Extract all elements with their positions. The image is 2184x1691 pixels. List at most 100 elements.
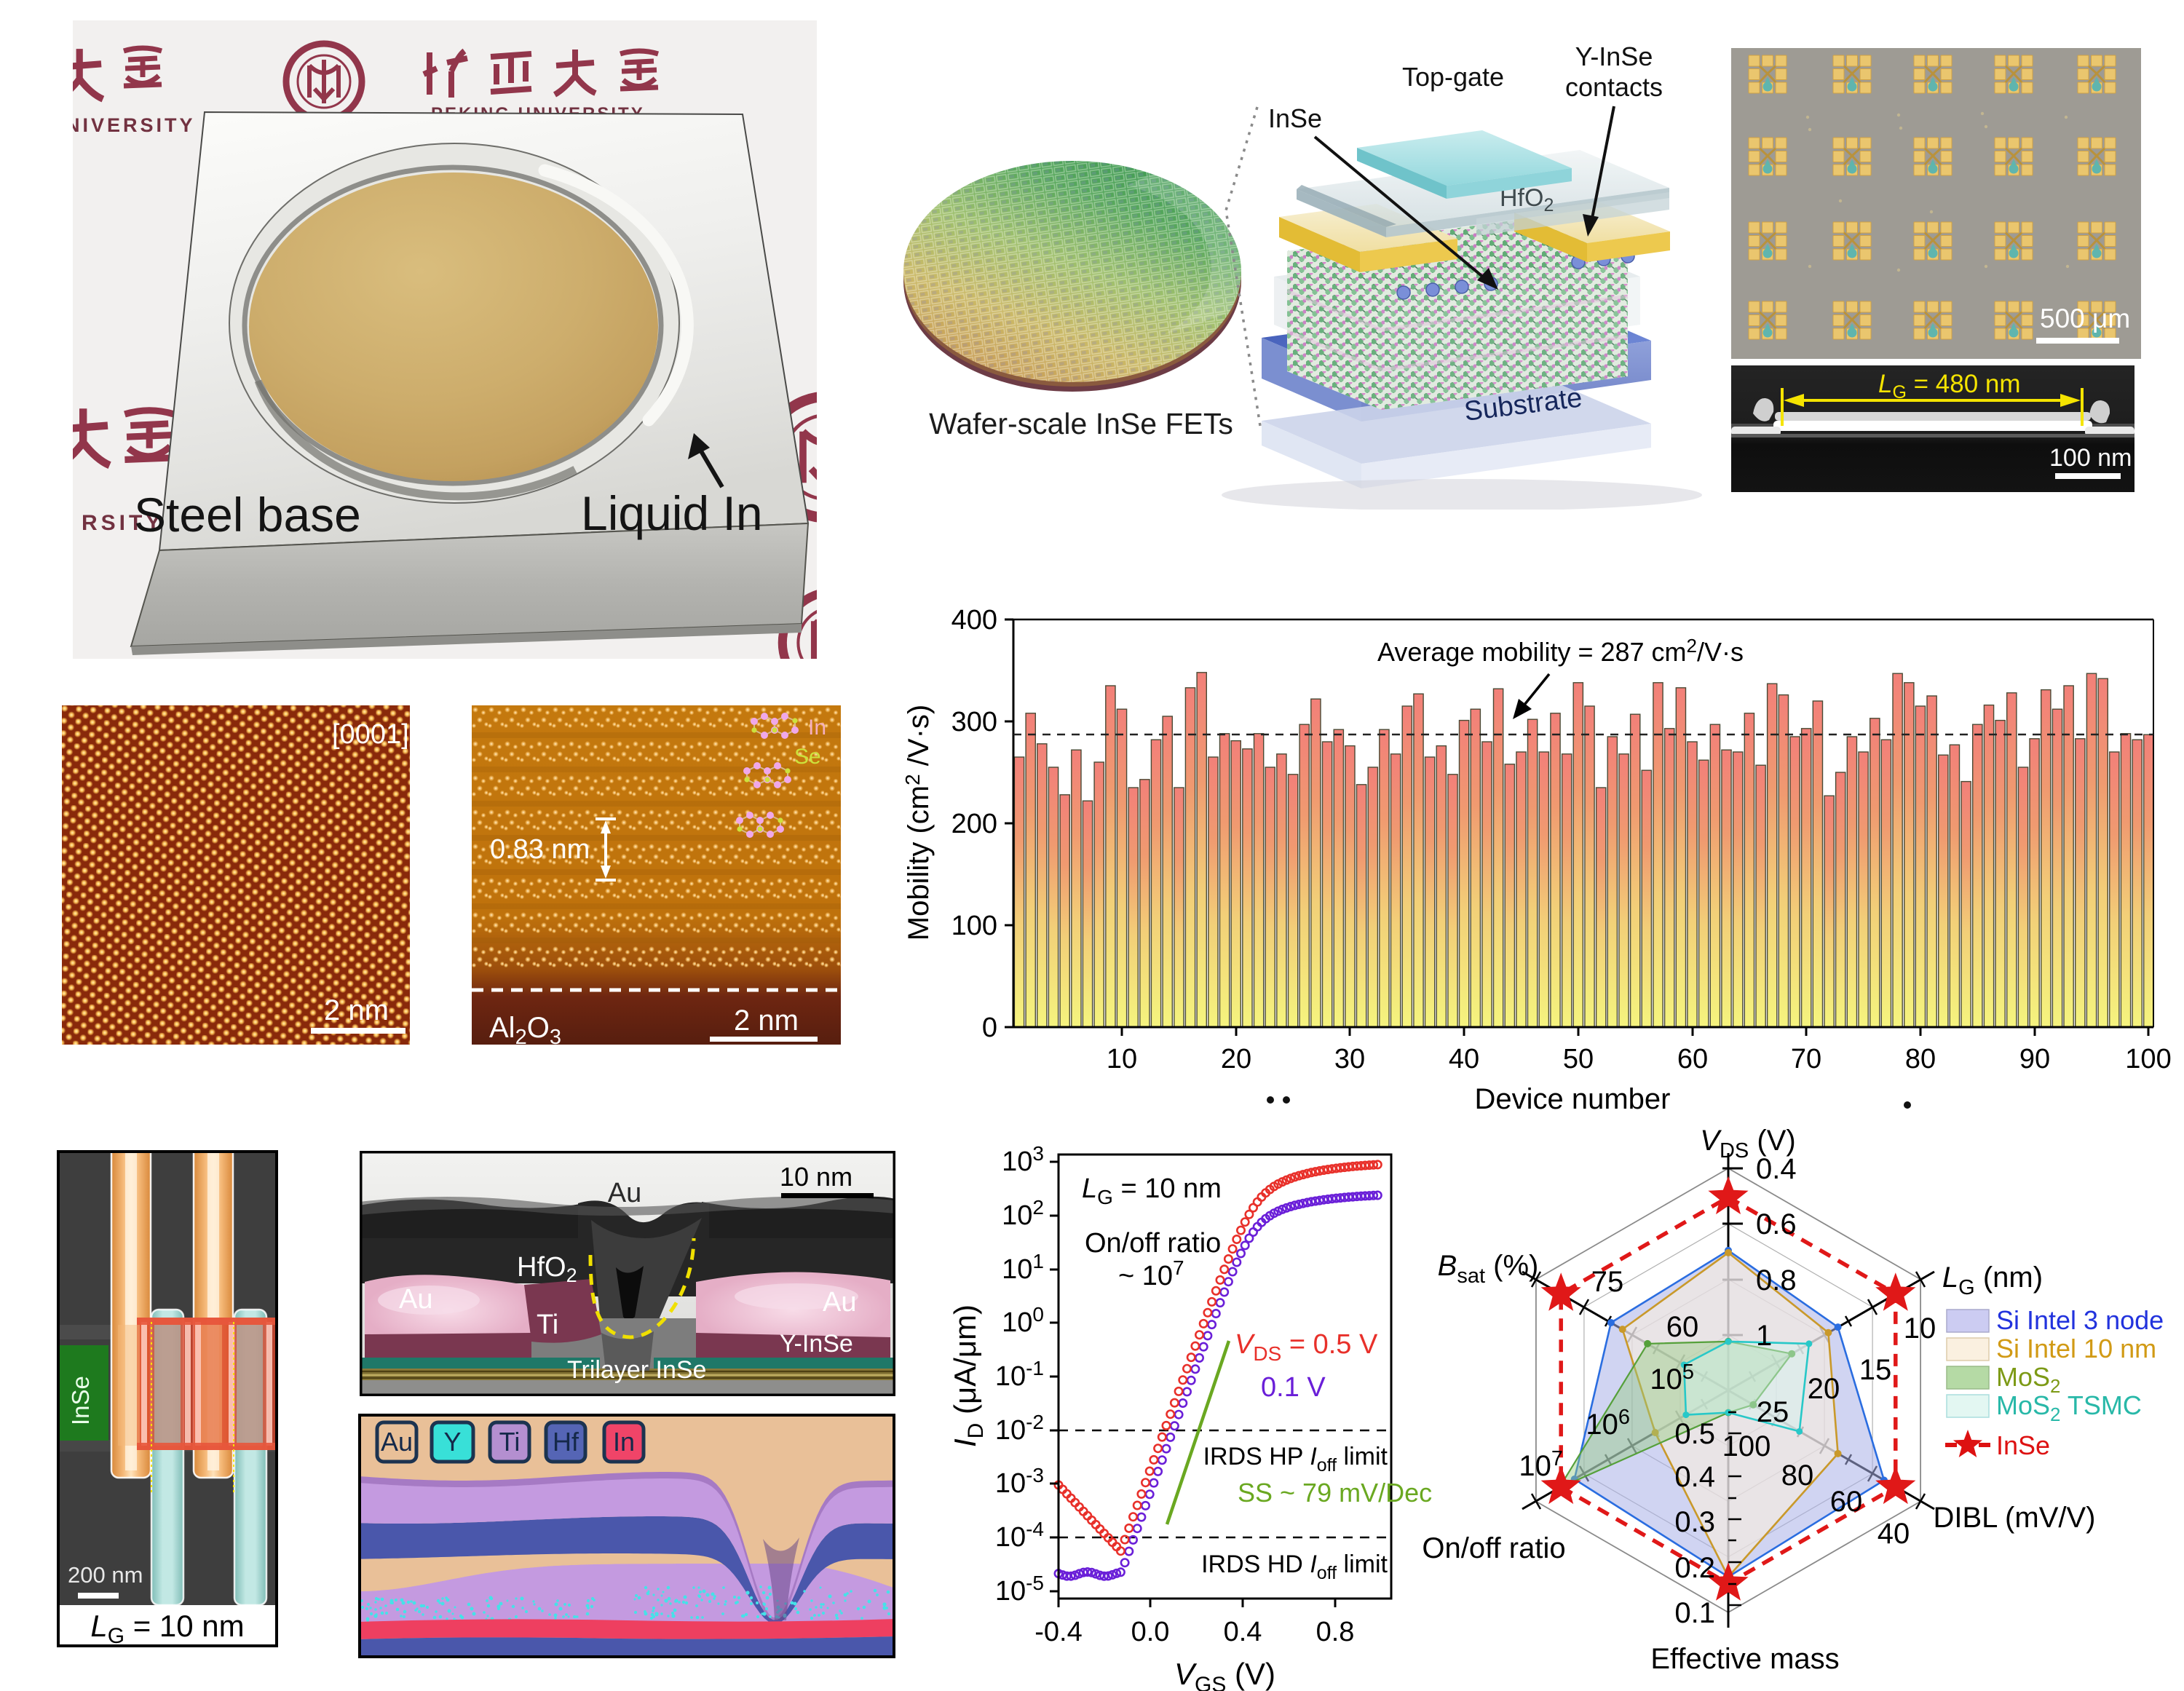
svg-text:Mobility (cm2 /V·s): Mobility (cm2 /V·s) [901,705,935,940]
svg-text:Se: Se [794,745,821,769]
svg-text:0.8: 0.8 [1316,1617,1355,1647]
svg-text:1: 1 [1756,1320,1772,1352]
svg-text:10 nm: 10 nm [780,1162,852,1192]
svg-text:0.5: 0.5 [1674,1418,1715,1450]
svg-text:20: 20 [1808,1373,1840,1405]
svg-text:InSe: InSe [67,1376,94,1425]
svg-text:0.1: 0.1 [1674,1597,1715,1629]
svg-text:Au: Au [381,1427,413,1457]
svg-text:0: 0 [982,1013,997,1043]
svg-text:0.8: 0.8 [1756,1264,1797,1296]
svg-text:60: 60 [1677,1044,1708,1074]
svg-text:Hf: Hf [553,1427,579,1457]
svg-text:SS ~ 79 mV/Dec: SS ~ 79 mV/Dec [1238,1478,1432,1508]
svg-text:0.4: 0.4 [1756,1153,1797,1185]
svg-text:Steel base: Steel base [134,488,361,542]
svg-text:Si Intel 3 node: Si Intel 3 node [1996,1305,2164,1335]
svg-text:Top-gate: Top-gate [1402,62,1504,92]
svg-text:300: 300 [951,707,997,737]
svg-text:0.4: 0.4 [1674,1461,1715,1493]
svg-text:200: 200 [951,809,997,839]
svg-text:LG (nm): LG (nm) [1942,1262,2043,1299]
svg-text:Y: Y [443,1427,461,1457]
svg-text:25: 25 [1757,1396,1789,1428]
svg-text:50: 50 [1563,1044,1594,1074]
svg-text:MoS2: MoS2 [1996,1362,2061,1397]
svg-text:10-5: 10-5 [995,1572,1044,1607]
svg-text:ID (μA/μm): ID (μA/μm) [948,1304,988,1447]
svg-text:10: 10 [1107,1044,1137,1074]
svg-text:0.83 nm: 0.83 nm [490,834,590,865]
svg-text:0.0: 0.0 [1131,1617,1170,1647]
svg-text:~ 107: ~ 107 [1118,1256,1184,1291]
svg-text:LG = 10 nm: LG = 10 nm [90,1609,244,1647]
svg-text:0.6: 0.6 [1756,1208,1797,1240]
svg-text:30: 30 [1334,1044,1365,1074]
svg-text:NIVERSITY: NIVERSITY [73,114,196,136]
svg-text:70: 70 [1791,1044,1821,1074]
svg-text:2 nm: 2 nm [734,1005,799,1037]
svg-text:80: 80 [1781,1460,1814,1492]
svg-text:DIBL (mV/V): DIBL (mV/V) [1934,1502,2096,1534]
svg-text:contacts: contacts [1565,72,1663,102]
svg-text:VDS (V): VDS (V) [1700,1125,1795,1163]
svg-text:InSe: InSe [1996,1430,2050,1460]
svg-text:In: In [808,716,826,740]
svg-text:105: 105 [1650,1361,1694,1395]
svg-text:Au: Au [608,1178,641,1208]
svg-text:90: 90 [2019,1044,2050,1074]
svg-text:Si Intel 10 nm: Si Intel 10 nm [1996,1334,2156,1363]
svg-text:Ti: Ti [537,1310,558,1340]
svg-text:Al2O3: Al2O3 [489,1012,561,1045]
svg-text:100: 100 [951,911,997,941]
svg-text:[0001]: [0001] [332,719,409,750]
svg-text:RSITY: RSITY [82,511,164,535]
svg-text:0.2: 0.2 [1674,1552,1715,1584]
svg-text:100 nm: 100 nm [2049,444,2132,472]
svg-text:200 nm: 200 nm [68,1562,143,1588]
svg-text:10-3: 10-3 [995,1464,1044,1499]
svg-text:Effective mass: Effective mass [1650,1643,1839,1675]
svg-text:Au: Au [399,1284,432,1315]
svg-text:20: 20 [1221,1044,1251,1074]
svg-text:-0.4: -0.4 [1034,1617,1082,1647]
svg-text:Y-InSe: Y-InSe [780,1330,853,1358]
svg-text:101: 101 [1002,1250,1044,1285]
svg-text:60: 60 [1830,1486,1863,1518]
svg-text:10-2: 10-2 [995,1411,1044,1446]
svg-text:103: 103 [1002,1142,1044,1177]
svg-text:10: 10 [1904,1312,1936,1345]
svg-text:On/off ratio: On/off ratio [1422,1532,1565,1564]
svg-text:10-1: 10-1 [995,1357,1044,1392]
svg-text:0.4: 0.4 [1224,1617,1262,1647]
svg-text:MoS2 TSMC: MoS2 TSMC [1996,1390,2142,1425]
svg-text:10-4: 10-4 [995,1518,1044,1553]
svg-text:Liquid In: Liquid In [581,486,763,540]
svg-text:0.3: 0.3 [1674,1506,1715,1538]
svg-text:LG = 10 nm: LG = 10 nm [1082,1173,1222,1208]
svg-text:15: 15 [1859,1354,1892,1386]
svg-text:On/off ratio: On/off ratio [1085,1228,1221,1259]
svg-text:75: 75 [1591,1266,1624,1298]
svg-text:VDS = 0.5 V: VDS = 0.5 V [1235,1329,1378,1365]
svg-text:0.1 V: 0.1 V [1261,1372,1326,1403]
svg-text:VGS (V): VGS (V) [1174,1657,1275,1691]
svg-text:Trilayer InSe: Trilayer InSe [567,1356,706,1384]
svg-text:Au: Au [823,1287,856,1318]
svg-text:107: 107 [1519,1447,1563,1482]
svg-text:500 μm: 500 μm [2040,304,2130,333]
svg-text:Wafer-scale InSe FETs: Wafer-scale InSe FETs [929,407,1233,440]
svg-text:400: 400 [951,605,997,635]
svg-text:100: 100 [2125,1044,2171,1074]
svg-text:Ti: Ti [499,1427,521,1457]
svg-text:LG = 480 nm: LG = 480 nm [1878,370,2021,403]
svg-text:40: 40 [1449,1044,1479,1074]
svg-text:40: 40 [1878,1518,1910,1550]
svg-text:IRDS HP Ioff limit: IRDS HP Ioff limit [1203,1443,1388,1476]
svg-text:Bsat (%): Bsat (%) [1438,1250,1539,1288]
svg-text:Device number: Device number [1474,1083,1670,1115]
svg-text:Average mobility = 287 cm2/V·s: Average mobility = 287 cm2/V·s [1377,635,1744,667]
svg-text:102: 102 [1002,1196,1044,1231]
svg-text:InSe: InSe [1268,103,1322,133]
svg-text:IRDS HD Ioff limit: IRDS HD Ioff limit [1201,1551,1388,1583]
